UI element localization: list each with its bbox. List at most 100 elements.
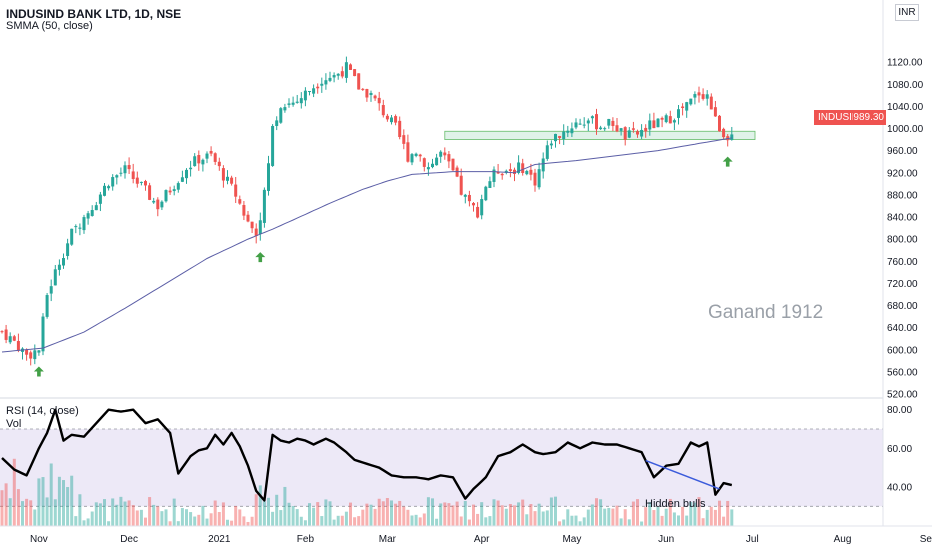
- volume-bar: [287, 502, 291, 526]
- candle-body: [316, 86, 320, 89]
- time-axis-labels: Nov Dec 2021 Feb Mar Apr May Jun Jul Aug Sep: [30, 534, 932, 545]
- candle-body: [500, 173, 504, 176]
- volume-bar: [193, 516, 197, 526]
- candle-body: [107, 186, 111, 189]
- price-tick-label: 560.00: [887, 367, 918, 378]
- volume-bar: [176, 521, 180, 526]
- candle-body: [480, 199, 484, 216]
- candle-body: [258, 220, 262, 235]
- candle-body: [582, 124, 586, 126]
- rsi-band: [0, 428, 883, 507]
- symbol-title[interactable]: INDUSIND BANK LTD, 1D, NSE: [6, 7, 182, 21]
- volume-bar: [148, 497, 152, 526]
- volume-bar: [197, 514, 201, 526]
- candle-body: [254, 228, 258, 236]
- volume-bar: [94, 502, 98, 526]
- volume-bar: [349, 502, 352, 526]
- volume-bar: [12, 458, 16, 526]
- candle-body: [0, 331, 4, 333]
- candle-body: [701, 94, 705, 99]
- volume-bar: [443, 502, 447, 526]
- price-tick-label: 680.00: [887, 301, 918, 312]
- volume-bar: [33, 509, 37, 526]
- candle-body: [197, 155, 201, 164]
- volume-bar: [480, 502, 484, 526]
- candle-body: [217, 161, 221, 167]
- candle-body: [513, 169, 516, 174]
- volume-bar: [320, 516, 324, 526]
- volume-bar: [262, 501, 266, 526]
- candle-body: [586, 120, 590, 124]
- price-axis-labels: 1120.00 1080.00 1040.00 1000.00 960.00 920.00…: [887, 58, 924, 401]
- candle-body: [595, 114, 598, 130]
- volume-bar: [459, 516, 463, 526]
- candle-body: [398, 120, 402, 138]
- candle-body: [459, 175, 463, 195]
- candle-body: [402, 135, 406, 144]
- divergence-line: [645, 459, 720, 490]
- candle-body: [574, 122, 578, 128]
- volume-bar: [517, 502, 521, 526]
- volume-bars: [0, 458, 734, 526]
- candle-body: [422, 158, 426, 167]
- volume-bar: [238, 509, 242, 526]
- candle-body: [123, 165, 127, 174]
- price-tick-label: 600.00: [887, 345, 918, 356]
- candle-body: [476, 206, 480, 218]
- candle-body: [86, 213, 90, 219]
- candle-body: [135, 177, 139, 184]
- candle-body: [287, 103, 291, 105]
- volume-bar: [328, 501, 332, 526]
- time-tick-label: Feb: [297, 534, 315, 545]
- volume-bar: [492, 499, 496, 526]
- candle-body: [332, 75, 336, 78]
- volume-bar: [447, 503, 451, 526]
- volume-bar: [213, 500, 217, 526]
- volume-bar: [484, 517, 488, 526]
- price-tick-label: 760.00: [887, 257, 918, 268]
- volume-bar: [295, 509, 299, 526]
- signal-arrows: [33, 156, 733, 377]
- candle-body: [115, 175, 119, 178]
- candle-body: [443, 152, 447, 156]
- rsi-legend[interactable]: RSI (14, close): [6, 405, 79, 417]
- candle-body: [299, 98, 303, 104]
- volume-bar: [672, 512, 676, 526]
- candle-body: [271, 125, 275, 166]
- volume-bar: [472, 504, 475, 526]
- volume-bar: [607, 507, 611, 526]
- volume-bar: [402, 506, 406, 526]
- candle-body: [295, 101, 299, 103]
- candle-body: [451, 158, 455, 171]
- volume-bar: [70, 475, 74, 526]
- candle-body: [689, 98, 693, 105]
- volume-bar: [377, 498, 381, 526]
- volume-bar: [467, 519, 471, 526]
- price-tick-label: 1080.00: [887, 80, 924, 91]
- candle-body: [328, 77, 332, 81]
- candle-body: [82, 217, 86, 231]
- volume-bar: [693, 502, 697, 526]
- author-watermark: Ganand 1912: [708, 302, 824, 323]
- up-arrow-icon: [255, 252, 266, 263]
- candle-body: [45, 295, 49, 317]
- price-tick-label: 960.00: [887, 146, 918, 157]
- candle-body: [193, 156, 197, 167]
- volume-bar: [418, 517, 422, 526]
- volume-bar: [324, 499, 328, 526]
- smma-legend[interactable]: SMMA (50, close): [6, 20, 93, 32]
- candle-body: [525, 170, 529, 175]
- candle-body: [414, 153, 418, 156]
- rsi-line: [1, 408, 733, 502]
- volume-bar: [283, 486, 287, 526]
- time-tick-label: Jul: [746, 534, 759, 545]
- candle-body: [160, 201, 164, 208]
- candle-body: [176, 183, 180, 190]
- candle-body: [303, 90, 307, 101]
- volume-bar: [410, 515, 414, 526]
- volume-bar: [357, 516, 361, 526]
- currency-button[interactable]: INR: [895, 4, 919, 21]
- rsi-tick-label: 40.00: [887, 483, 912, 494]
- volume-legend[interactable]: Vol: [6, 418, 22, 430]
